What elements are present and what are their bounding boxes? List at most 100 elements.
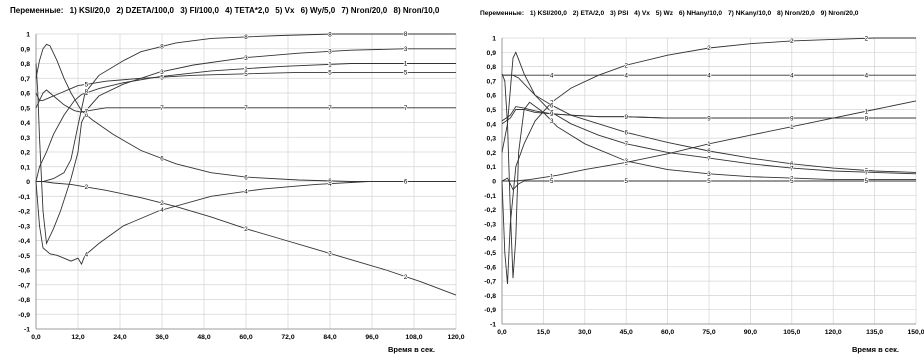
series-marker-5: 5 bbox=[160, 74, 164, 81]
chart-svg-right: 1 0,9 0,8 0,7 0,6 0,5 0,4 0,3 0,2 0,1 0 -0,1 -0,2 -0,… bbox=[484, 35, 924, 336]
y-tick-label: 0,8 bbox=[21, 61, 31, 68]
series-marker-9: 9 bbox=[790, 115, 794, 122]
legend-entry: 4) Vx bbox=[634, 10, 650, 17]
series-marker-7: 7 bbox=[244, 105, 248, 112]
series-marker-8: 8 bbox=[707, 115, 711, 122]
y-tick-label: -0,4 bbox=[484, 236, 496, 243]
series-line-6 bbox=[35, 43, 456, 182]
series-marker-1: 1 bbox=[244, 66, 248, 73]
series-marker-6: 6 bbox=[707, 148, 711, 155]
series-marker-4: 4 bbox=[244, 189, 248, 196]
series-marker-5: 5 bbox=[404, 70, 408, 77]
legend: Переменные: 1) KSI/200,0 2) ETA/2,0 3) P… bbox=[480, 10, 862, 17]
x-tick-label: 45,0 bbox=[620, 329, 633, 336]
y-tick-label: -0,3 bbox=[484, 221, 496, 228]
x-axis-label: Время в сек. bbox=[388, 345, 435, 354]
series-marker-2: 2 bbox=[85, 184, 89, 191]
y-tick-label: -1 bbox=[24, 327, 30, 334]
series-marker-9: 9 bbox=[624, 114, 628, 121]
series-line-5 bbox=[35, 71, 456, 101]
y-tick-label: 0,4 bbox=[487, 121, 497, 128]
series-marker-1: 1 bbox=[865, 108, 869, 115]
series-marker-8: 8 bbox=[624, 114, 628, 121]
chart-panel-right: Переменные: 1) KSI/200,0 2) ETA/2,0 3) P… bbox=[474, 0, 924, 356]
y-tick-label: 0,5 bbox=[21, 105, 31, 112]
series-line-3 bbox=[501, 73, 916, 279]
chart-panel-left: Переменные: 1) KSI/20,0 2) DZETA/100,0 3… bbox=[10, 6, 465, 354]
series-marker-1: 1 bbox=[550, 173, 554, 180]
series-marker-5: 5 bbox=[550, 178, 554, 185]
legend-label: Переменные: bbox=[480, 10, 525, 17]
x-tick-label: 108,0 bbox=[405, 334, 422, 341]
y-tick-label: -0,1 bbox=[18, 194, 30, 201]
y-tick-label: -0,9 bbox=[484, 307, 496, 314]
legend-entry: 5) Wz bbox=[655, 10, 673, 17]
legend-entry: 3) PSI bbox=[610, 10, 629, 17]
x-tick-label: 120,0 bbox=[447, 334, 464, 341]
legend-entry: 4) TETA*2,0 bbox=[225, 6, 270, 15]
legend-entry: 6) Wy/5,0 bbox=[300, 6, 336, 15]
series-marker-6: 6 bbox=[865, 168, 869, 175]
series-marker-8: 8 bbox=[244, 34, 248, 41]
x-tick-label: 150,0 bbox=[907, 329, 924, 336]
series-marker-8: 8 bbox=[790, 115, 794, 122]
x-tick-label: 84,0 bbox=[323, 334, 336, 341]
series-line-9 bbox=[501, 106, 916, 122]
x-tick-label: 15,0 bbox=[537, 329, 550, 336]
y-tick-label: -0,5 bbox=[484, 250, 496, 257]
x-tick-label: 30,0 bbox=[578, 329, 591, 336]
x-tick-label: 60,0 bbox=[661, 329, 674, 336]
series-marker-2: 2 bbox=[624, 62, 628, 69]
series-marker-5: 5 bbox=[328, 70, 332, 77]
y-tick-label: -1 bbox=[490, 322, 496, 329]
y-tick-label: -0,7 bbox=[484, 279, 496, 286]
series-marker-4: 4 bbox=[404, 179, 408, 186]
series-marker-8: 8 bbox=[85, 88, 89, 95]
y-tick-label: 1 bbox=[26, 32, 30, 39]
legend-entry: 6) NHany/10,0 bbox=[678, 10, 723, 17]
series-marker-8: 8 bbox=[160, 44, 164, 51]
series-line-7 bbox=[501, 51, 917, 175]
series-marker-3: 3 bbox=[160, 69, 164, 76]
series-marker-9: 9 bbox=[550, 111, 554, 118]
series-marker-1: 1 bbox=[624, 160, 628, 167]
legend-entry: 2) DZETA/100,0 bbox=[116, 6, 174, 15]
x-tick-label: 90,0 bbox=[744, 329, 757, 336]
y-tick-label: 0,3 bbox=[487, 136, 497, 143]
series-marker-6: 6 bbox=[550, 102, 554, 109]
series-marker-4: 4 bbox=[865, 72, 869, 79]
legend-entry: 9) Nгоп/20,0 bbox=[820, 10, 859, 17]
series-marker-6: 6 bbox=[624, 130, 628, 137]
y-tick-label: -0,7 bbox=[18, 282, 30, 289]
series-marker-7: 7 bbox=[550, 110, 554, 117]
series-marker-6: 6 bbox=[328, 178, 332, 185]
series-marker-7: 7 bbox=[160, 105, 164, 112]
y-tick-label: 0,4 bbox=[21, 120, 31, 127]
legend: Переменные: 1) KSI/20,0 2) DZETA/100,0 3… bbox=[10, 6, 443, 15]
x-tick-label: 48,0 bbox=[197, 334, 210, 341]
y-tick-label: 0,2 bbox=[487, 150, 497, 157]
series-marker-7: 7 bbox=[707, 155, 711, 162]
x-tick-label: 135,0 bbox=[866, 329, 883, 336]
y-tick-label: 0,7 bbox=[487, 78, 497, 85]
series-marker-3: 3 bbox=[244, 55, 248, 62]
series-marker-1: 1 bbox=[85, 90, 89, 97]
series-marker-5: 5 bbox=[790, 178, 794, 185]
series-marker-3: 3 bbox=[624, 158, 628, 165]
x-tick-label: 105,0 bbox=[783, 329, 800, 336]
series-line-3 bbox=[35, 48, 456, 246]
y-tick-label: -0,9 bbox=[18, 312, 30, 319]
y-tick-label: 0,9 bbox=[487, 50, 497, 57]
y-tick-label: 0,1 bbox=[487, 164, 497, 171]
x-axis-label: Время в сек. bbox=[852, 345, 899, 354]
y-tick-label: -0,8 bbox=[18, 297, 30, 304]
series-marker-7: 7 bbox=[624, 141, 628, 148]
series-marker-6: 6 bbox=[404, 179, 408, 186]
series-marker-7: 7 bbox=[404, 105, 408, 112]
y-tick-label: -0,8 bbox=[484, 293, 496, 300]
series-marker-8: 8 bbox=[865, 115, 869, 122]
series-marker-4: 4 bbox=[550, 72, 554, 79]
series-marker-9: 9 bbox=[707, 115, 711, 122]
series-marker-2: 2 bbox=[404, 274, 408, 281]
series-marker-3: 3 bbox=[328, 49, 332, 56]
